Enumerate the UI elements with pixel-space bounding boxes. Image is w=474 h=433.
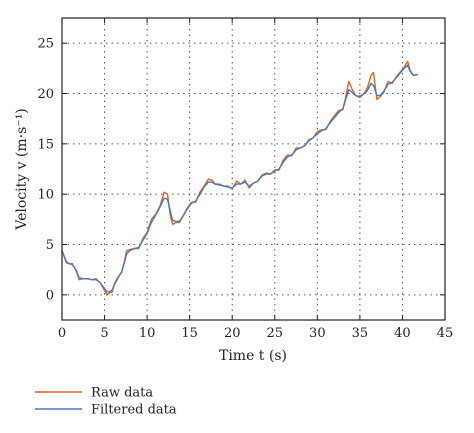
y-tick-label: 25 bbox=[37, 37, 54, 52]
x-tick-label: 20 bbox=[224, 326, 241, 341]
y-tick-label: 20 bbox=[37, 87, 54, 102]
x-tick-label: 5 bbox=[100, 326, 108, 341]
plot-background bbox=[62, 18, 445, 320]
x-tick-label: 10 bbox=[139, 326, 156, 341]
y-tick-label: 0 bbox=[46, 288, 54, 303]
legend: Raw data Filtered data bbox=[35, 386, 177, 418]
y-tick-label: 5 bbox=[46, 238, 54, 253]
series-lines bbox=[61, 60, 418, 296]
x-tick-label: 25 bbox=[267, 326, 284, 341]
legend-label: Filtered data bbox=[91, 403, 177, 418]
x-axis-title: Time t (s) bbox=[219, 348, 287, 364]
plot-frame bbox=[61, 17, 446, 321]
x-tick-label: 30 bbox=[309, 326, 326, 341]
series-line-filtered bbox=[61, 64, 418, 293]
x-tick-label: 15 bbox=[181, 326, 198, 341]
x-tick-label: 45 bbox=[437, 326, 454, 341]
legend-label: Raw data bbox=[91, 386, 153, 401]
axis-ticks: 0 5 10 15 20 25 30 35 40 45 0 5 10 15 20 25 bbox=[37, 18, 453, 341]
y-axis-title: Velocity v (m·s⁻¹) bbox=[14, 108, 30, 231]
y-tick-label: 10 bbox=[37, 188, 54, 203]
x-tick-label: 0 bbox=[58, 326, 66, 341]
x-tick-label: 40 bbox=[394, 326, 411, 341]
y-tick-label: 15 bbox=[37, 137, 54, 152]
x-tick-label: 35 bbox=[352, 326, 369, 341]
